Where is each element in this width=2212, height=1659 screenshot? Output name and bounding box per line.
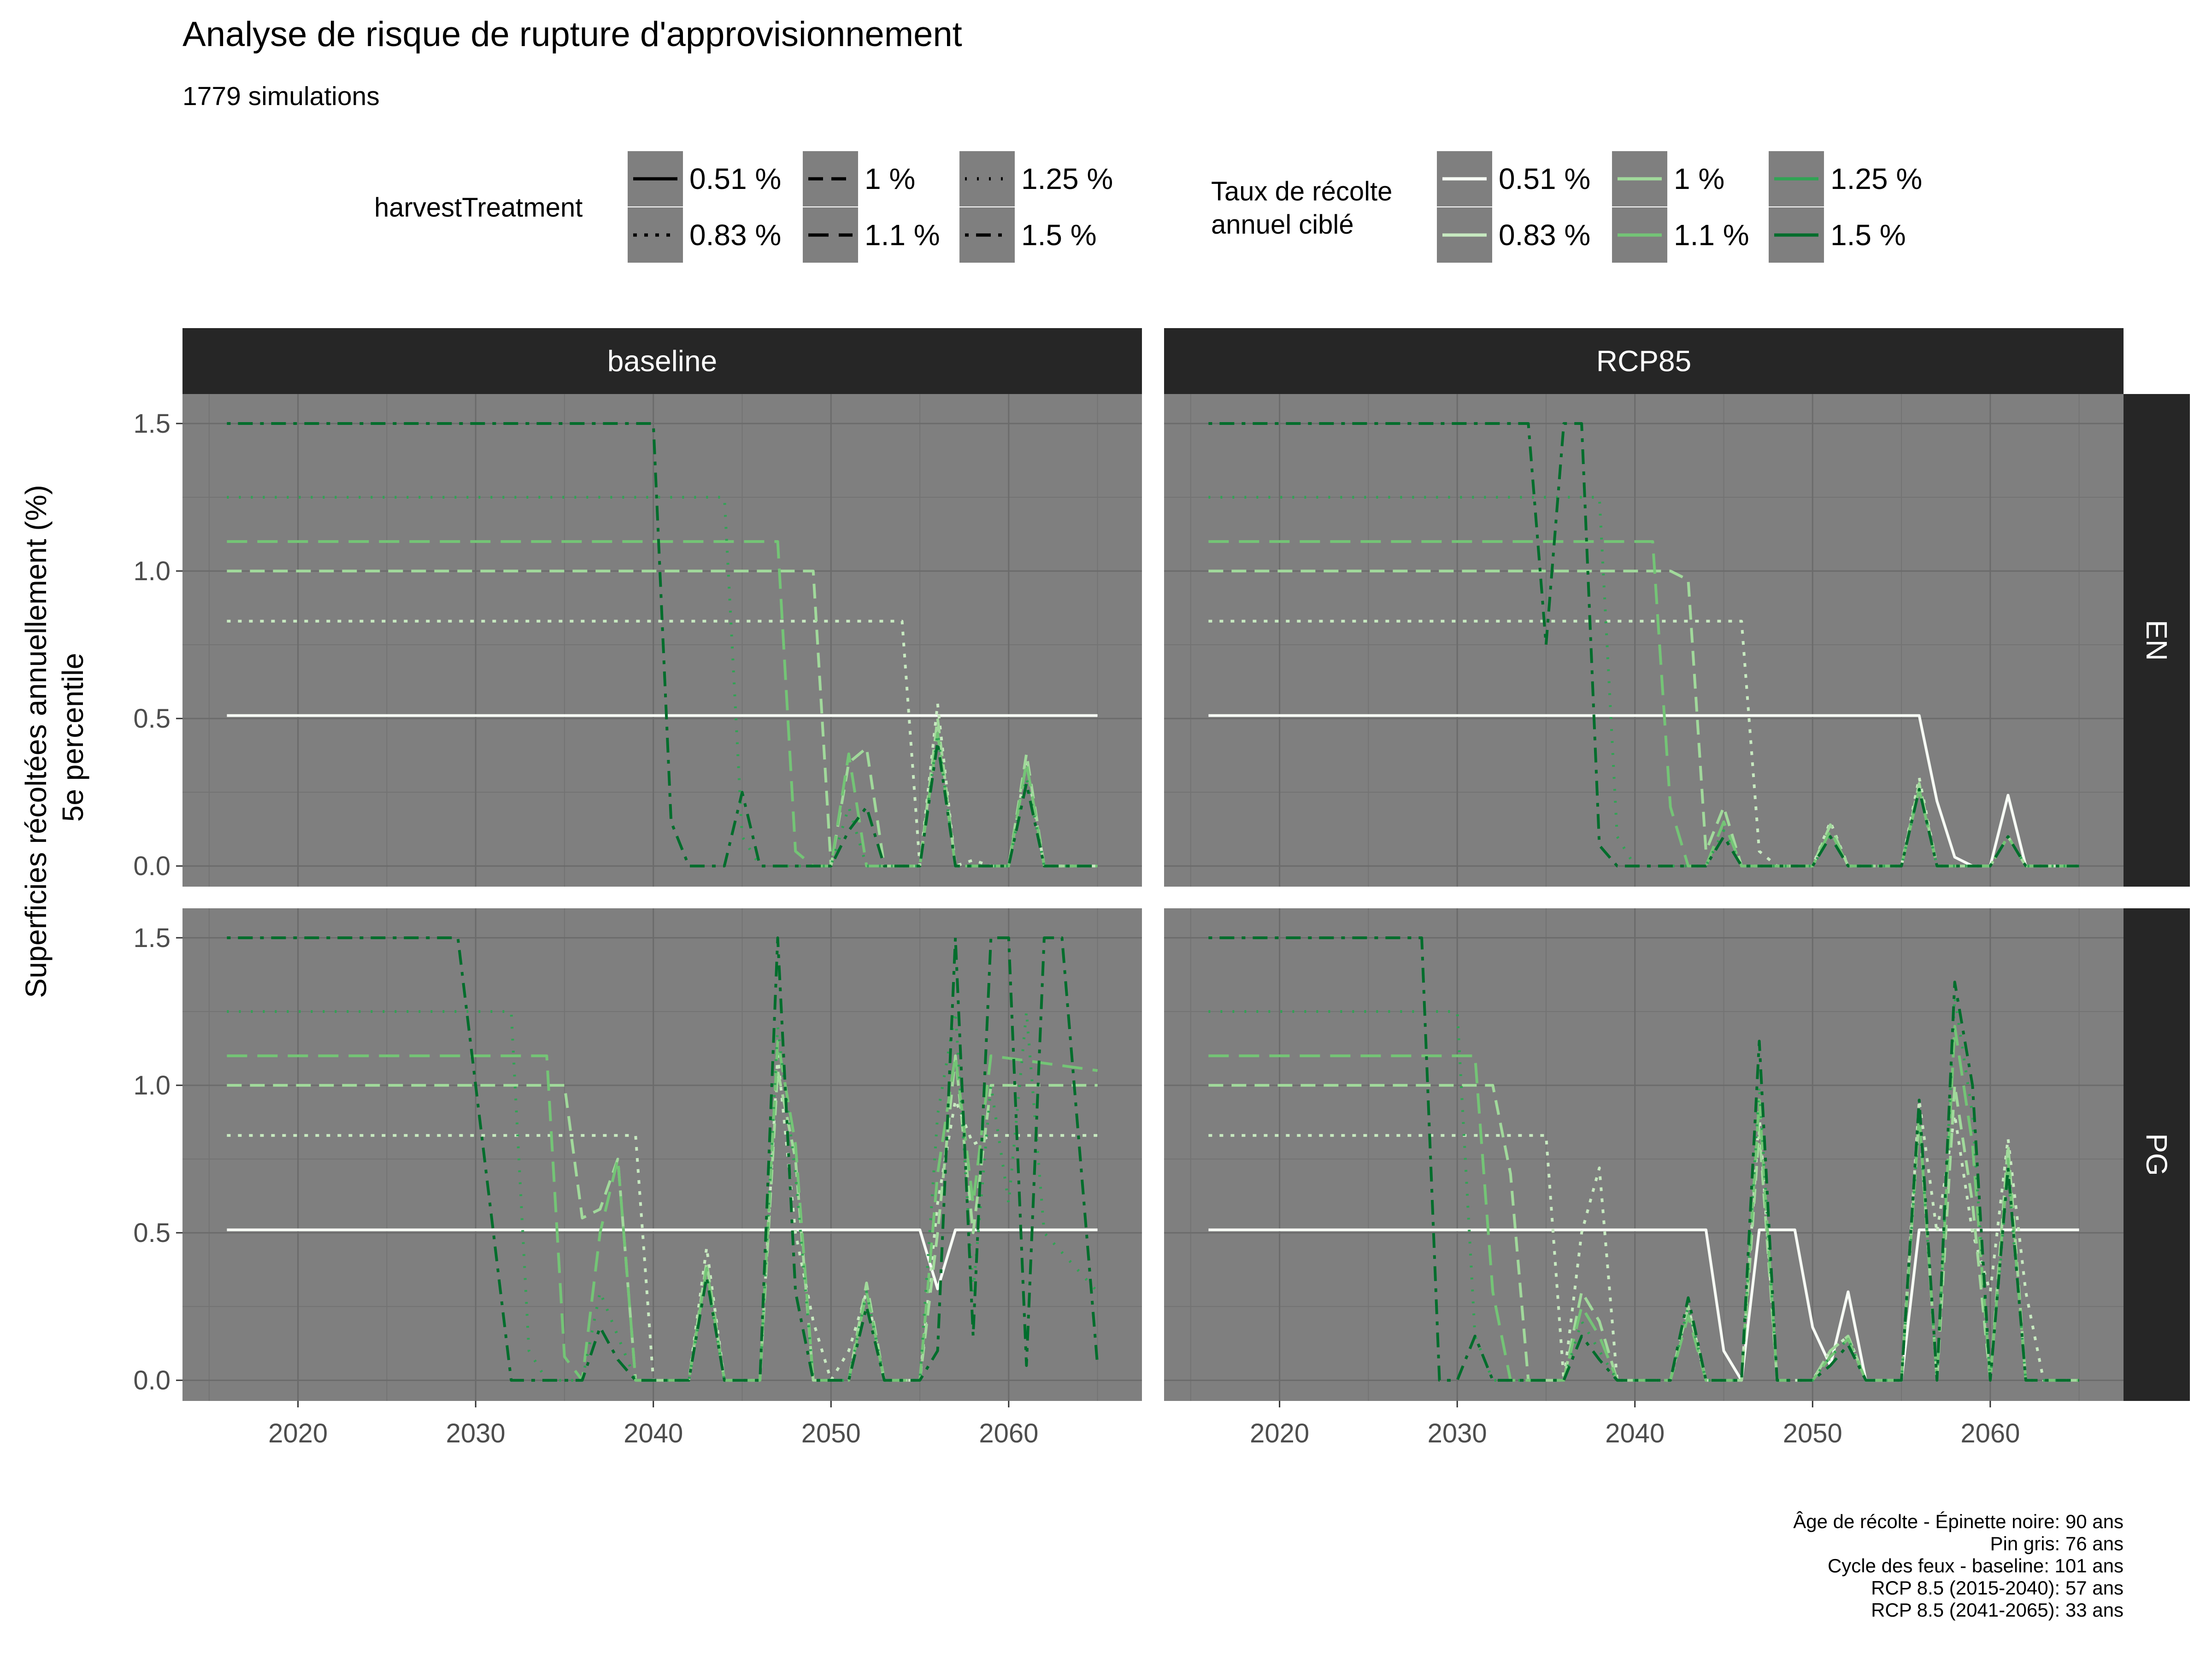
color-legend: Taux de récolte annuel ciblé 0.51 % 0.83 % 1… <box>1211 151 1922 263</box>
legend-item-label: 1 % <box>1674 162 1724 195</box>
panel-background <box>182 908 1142 1401</box>
x-tick-label: 2030 <box>446 1418 506 1448</box>
panel-rcp85-en <box>1164 394 2124 887</box>
x-tick-label: 2060 <box>1960 1418 2020 1448</box>
chart-title: Analyse de risque de rupture d'approvisi… <box>182 15 962 54</box>
legend-item-label: 1.25 % <box>1021 162 1113 195</box>
legend-item-label: 0.51 % <box>689 162 781 195</box>
panel-baseline-en: 0.0 0.5 1.0 1.5 <box>133 394 1142 887</box>
y-tick-label: 1.0 <box>133 556 171 586</box>
y-tick-label: 0.5 <box>133 1218 171 1248</box>
caption-line: RCP 8.5 (2041-2065): 33 ans <box>1871 1599 2124 1621</box>
panel-baseline-pg: 0.0 0.5 1.0 1.5 2020 2030 2040 2050 2060 <box>133 908 1142 1448</box>
legend-item-label: 0.51 % <box>1499 162 1590 195</box>
x-tick-label: 2040 <box>1605 1418 1665 1448</box>
x-tick-label: 2020 <box>1250 1418 1309 1448</box>
caption-line: Pin gris: 76 ans <box>1990 1533 2124 1554</box>
series-line-15 <box>227 936 1099 1382</box>
facet-strip-en <box>2124 394 2190 887</box>
legend-item-label: 0.83 % <box>689 218 781 252</box>
series-line-051 <box>227 1228 1098 1290</box>
legend-item-label: 1.5 % <box>1830 218 1906 252</box>
x-tick-label: 2020 <box>268 1418 328 1448</box>
series-line-15 <box>1208 936 2079 1382</box>
series-line-1 <box>227 1054 1098 1382</box>
series-line-11 <box>227 540 1098 868</box>
y-tick-label: 0.0 <box>133 851 171 881</box>
facet-row-label: PG <box>2140 1133 2173 1176</box>
x-tick-label: 2060 <box>979 1418 1038 1448</box>
caption: Âge de récolte - Épinette noire: 90 ansP… <box>1793 1511 2124 1621</box>
y-axis-label: Superficies récoltées annuellement (%) 5… <box>19 477 89 998</box>
x-tick-label: 2030 <box>1428 1418 1487 1448</box>
x-tick-label: 2040 <box>624 1418 683 1448</box>
chart-subtitle: 1779 simulations <box>182 82 380 111</box>
facet-strip-label: RCP85 <box>1596 345 1691 378</box>
panel-rcp85-pg: 2020 2030 2040 2050 2060 <box>1164 908 2124 1448</box>
y-tick-label: 0.0 <box>133 1365 171 1395</box>
caption-line: Cycle des feux - baseline: 101 ans <box>1828 1555 2124 1577</box>
y-axis-label-line2: 5e percentile <box>56 653 89 822</box>
series-line-15 <box>227 422 1098 868</box>
series-line-11 <box>227 1040 1098 1382</box>
legend-title: harvestTreatment <box>374 193 582 223</box>
legends: harvestTreatment 0.51 % 0.83 % 1 % 1.1 % 1.25… <box>374 151 1922 263</box>
legend-title: Taux de récolte annuel ciblé <box>1211 176 1392 240</box>
y-tick-label: 1.5 <box>133 923 171 953</box>
linetype-legend: harvestTreatment 0.51 % 0.83 % 1 % 1.1 % 1.25… <box>374 151 1113 263</box>
panel-background <box>1164 908 2124 1401</box>
legend-item-label: 1 % <box>865 162 915 195</box>
y-tick-label: 1.0 <box>133 1071 171 1100</box>
legend-item-label: 1.25 % <box>1830 162 1922 195</box>
x-tick-label: 2050 <box>801 1418 861 1448</box>
facet-row-label: EN <box>2140 620 2173 661</box>
panel-background <box>1164 394 2124 887</box>
legend-item-label: 0.83 % <box>1499 218 1590 252</box>
series-line-083 <box>227 1054 1098 1382</box>
caption-line: RCP 8.5 (2015-2040): 57 ans <box>1871 1577 2124 1599</box>
caption-line: Âge de récolte - Épinette noire: 90 ans <box>1793 1511 2124 1532</box>
legend-item-label: 1.5 % <box>1021 218 1097 252</box>
legend-key <box>959 151 1015 206</box>
facet-strip-pg <box>2124 908 2190 1401</box>
facet-strip-baseline <box>182 328 1142 394</box>
y-axis-label-line1: Superficies récoltées annuellement (%) <box>19 485 53 998</box>
facet-strip-label: baseline <box>607 345 717 378</box>
y-tick-label: 0.5 <box>133 704 171 734</box>
legend-item-label: 1.1 % <box>865 218 940 252</box>
plot-panels: baseline RCP85 EN PG 0.0 0.5 1.0 1.5 0.0 0.5 1.0 1.… <box>133 328 2190 1448</box>
legend-item-label: 1.1 % <box>1674 218 1749 252</box>
x-tick-label: 2050 <box>1783 1418 1842 1448</box>
series-line-15 <box>1208 422 2079 868</box>
y-tick-label: 1.5 <box>133 409 171 439</box>
facet-strip-rcp85 <box>1164 328 2124 394</box>
